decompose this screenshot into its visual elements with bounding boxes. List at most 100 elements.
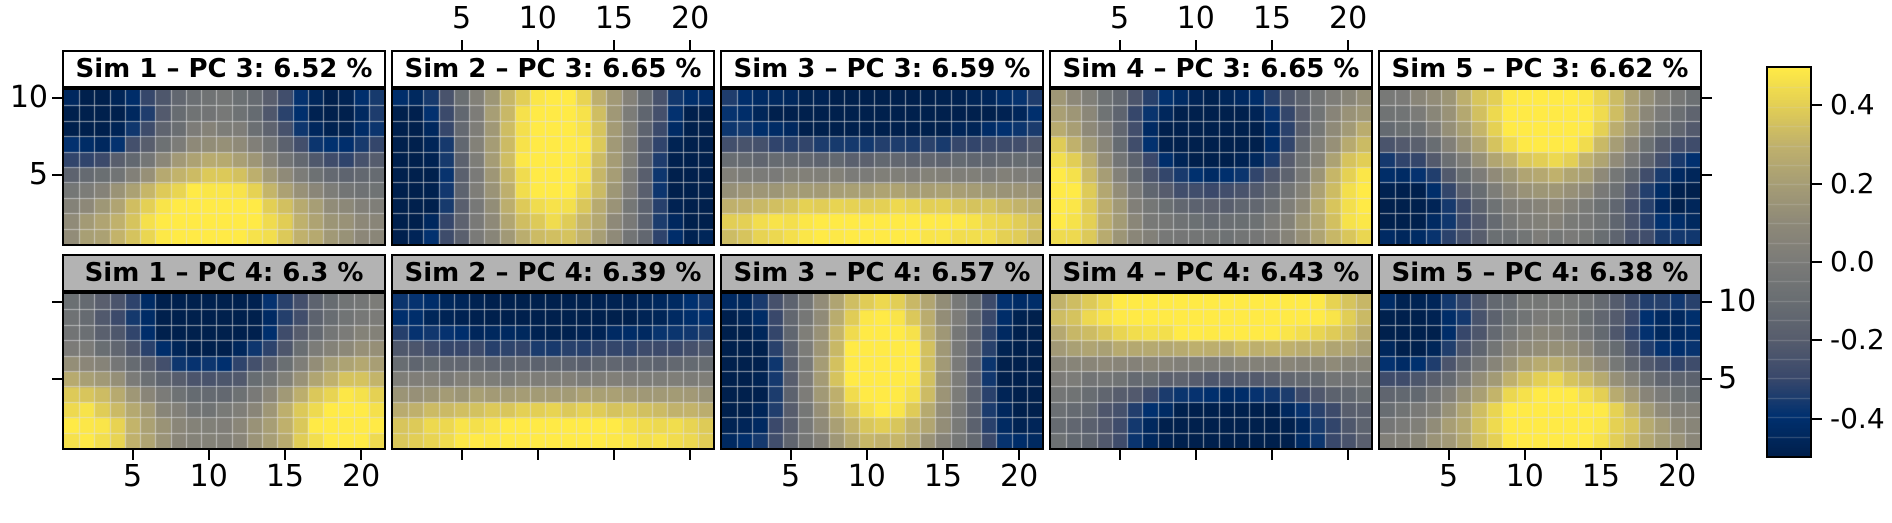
- heatmap-canvas: [1051, 90, 1371, 244]
- panel-strip-sim5-pc4: Sim 5 – PC 4: 6.38 %: [1378, 254, 1702, 292]
- strip-title: Sim 3 – PC 3: 6.59 %: [733, 54, 1031, 84]
- panel-strip-sim1-pc3: Sim 1 – PC 3: 6.52 %: [62, 50, 386, 88]
- x-tick-mark: [1018, 450, 1021, 460]
- panel-strip-sim3-pc4: Sim 3 – PC 4: 6.57 %: [720, 254, 1044, 292]
- heatmap-canvas: [64, 294, 384, 448]
- x-tick-mark: [612, 450, 615, 460]
- y-tick-mark: [1702, 173, 1712, 176]
- x-tick-mark: [360, 450, 363, 460]
- colorbar-tick-label: -0.2: [1830, 323, 1885, 357]
- x-axis-label-top: 15: [594, 1, 634, 36]
- panel-strip-sim4-pc3: Sim 4 – PC 3: 6.65 %: [1049, 50, 1373, 88]
- colorbar-tick-label: 0.0: [1830, 245, 1875, 278]
- colorbar-canvas: [1768, 68, 1810, 456]
- strip-title: Sim 4 – PC 4: 6.43 %: [1062, 258, 1360, 288]
- colorbar: [1766, 66, 1812, 458]
- panel-strip-sim5-pc3: Sim 5 – PC 3: 6.62 %: [1378, 50, 1702, 88]
- strip-title: Sim 3 – PC 4: 6.57 %: [733, 258, 1031, 288]
- x-tick-mark: [460, 40, 463, 50]
- heatmap-canvas: [393, 294, 713, 448]
- heatmap-canvas: [1380, 294, 1700, 448]
- heatmap-canvas: [1051, 294, 1371, 448]
- x-tick-mark: [536, 450, 539, 460]
- heatmap-canvas: [393, 90, 713, 244]
- x-axis-label-top: 15: [1252, 1, 1292, 36]
- x-axis-label-bottom: 10: [189, 459, 228, 494]
- colorbar-tick-mark: [1812, 261, 1822, 263]
- x-axis-label-top: 20: [1329, 1, 1368, 36]
- x-axis-label-top: 5: [452, 1, 472, 36]
- panel-strip-sim1-pc4: Sim 1 – PC 4: 6.3 %: [62, 254, 386, 292]
- strip-title: Sim 2 – PC 3: 6.65 %: [404, 54, 702, 84]
- strip-title: Sim 5 – PC 4: 6.38 %: [1391, 258, 1689, 288]
- x-tick-mark: [689, 40, 692, 50]
- strip-title: Sim 4 – PC 3: 6.65 %: [1062, 54, 1360, 84]
- y-tick-mark: [52, 300, 62, 303]
- panel-strip-sim2-pc3: Sim 2 – PC 3: 6.65 %: [391, 50, 715, 88]
- y-tick-mark: [52, 173, 62, 176]
- x-tick-mark: [789, 450, 792, 460]
- colorbar-tick-mark: [1812, 417, 1822, 420]
- x-axis-label-top: 5: [1110, 1, 1130, 36]
- heatmap-canvas: [722, 90, 1042, 244]
- x-tick-mark: [1270, 450, 1273, 460]
- x-tick-mark: [1194, 450, 1197, 460]
- colorbar-tick-mark: [1812, 104, 1822, 107]
- heatmap-sim4-pc4: [1049, 292, 1373, 450]
- x-tick-mark: [1118, 40, 1121, 50]
- x-tick-mark: [283, 450, 286, 460]
- panel-strip-sim2-pc4: Sim 2 – PC 4: 6.39 %: [391, 254, 715, 292]
- y-axis-label-right: 10: [1718, 283, 1757, 319]
- heatmap-sim2-pc3: [391, 88, 715, 246]
- colorbar-tick-mark: [1812, 182, 1822, 185]
- x-axis-label-bottom: 15: [265, 459, 305, 494]
- x-axis-label-bottom: 5: [781, 459, 801, 494]
- heatmap-sim3-pc3: [720, 88, 1044, 246]
- y-axis-label-left: 10: [9, 79, 48, 115]
- x-axis-label-top: 20: [671, 1, 710, 36]
- strip-title: Sim 5 – PC 3: 6.62 %: [1391, 54, 1689, 84]
- x-axis-label-bottom: 10: [1505, 459, 1544, 494]
- x-tick-mark: [1118, 450, 1121, 460]
- x-axis-label-bottom: 5: [123, 459, 143, 494]
- y-axis-label-right: 5: [1718, 360, 1738, 396]
- heatmap-canvas: [64, 90, 384, 244]
- x-axis-label-bottom: 15: [923, 459, 963, 494]
- x-tick-mark: [1676, 450, 1679, 460]
- x-tick-mark: [941, 450, 944, 460]
- x-tick-mark: [865, 450, 868, 460]
- x-tick-mark: [1194, 40, 1197, 50]
- x-tick-mark: [207, 450, 210, 460]
- x-tick-mark: [1270, 40, 1273, 50]
- heatmap-canvas: [1380, 90, 1700, 244]
- x-axis-label-bottom: 5: [1439, 459, 1459, 494]
- x-tick-mark: [1523, 450, 1526, 460]
- y-tick-mark: [52, 96, 62, 99]
- y-axis-label-left: 5: [28, 156, 48, 192]
- panel-strip-sim4-pc4: Sim 4 – PC 4: 6.43 %: [1049, 254, 1373, 292]
- heatmap-sim1-pc4: [62, 292, 386, 450]
- heatmap-sim2-pc4: [391, 292, 715, 450]
- x-tick-mark: [612, 40, 615, 50]
- y-tick-mark: [52, 377, 62, 380]
- heatmap-canvas: [722, 294, 1042, 448]
- strip-title: Sim 1 – PC 3: 6.52 %: [75, 54, 373, 84]
- heatmap-sim3-pc4: [720, 292, 1044, 450]
- x-tick-mark: [536, 40, 539, 50]
- colorbar-tick-label: -0.4: [1830, 401, 1885, 435]
- y-tick-mark: [1702, 300, 1712, 303]
- heatmap-sim5-pc3: [1378, 88, 1702, 246]
- x-axis-label-bottom: 20: [1000, 459, 1039, 494]
- heatmap-sim4-pc3: [1049, 88, 1373, 246]
- x-tick-mark: [460, 450, 463, 460]
- y-tick-mark: [1702, 96, 1712, 99]
- heatmap-sim1-pc3: [62, 88, 386, 246]
- x-axis-label-bottom: 15: [1581, 459, 1621, 494]
- x-axis-label-top: 10: [518, 1, 557, 36]
- x-tick-mark: [1347, 40, 1350, 50]
- heatmap-sim5-pc4: [1378, 292, 1702, 450]
- x-tick-mark: [1599, 450, 1602, 460]
- x-axis-label-bottom: 20: [1658, 459, 1697, 494]
- x-axis-label-bottom: 20: [342, 459, 381, 494]
